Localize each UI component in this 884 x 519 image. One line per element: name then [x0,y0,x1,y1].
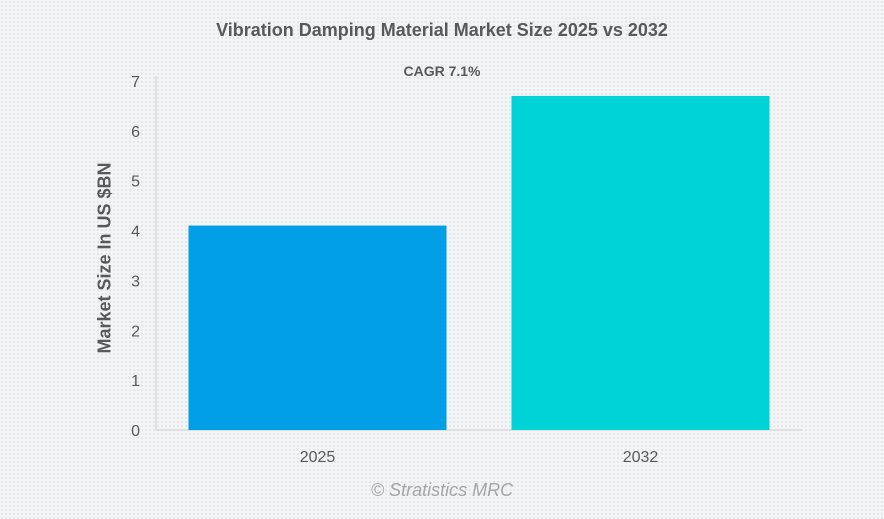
y-tick-label: 7 [131,74,140,91]
chart-title: Vibration Damping Material Market Size 2… [216,20,668,40]
y-tick-label: 6 [131,124,140,141]
y-tick-label: 5 [131,174,140,191]
y-tick-label: 4 [131,224,140,241]
y-tick-label: 0 [131,423,140,440]
y-tick-label: 1 [131,373,140,390]
y-tick-label: 2 [131,323,140,340]
bar-2032 [511,95,770,430]
y-tick-label: 3 [131,273,140,290]
x-tick-label: 2025 [300,449,336,466]
x-tick-label: 2032 [623,449,659,466]
watermark-credit: © Stratistics MRC [370,480,514,500]
bar-2025 [188,225,447,430]
chart-subtitle: CAGR 7.1% [403,63,481,79]
